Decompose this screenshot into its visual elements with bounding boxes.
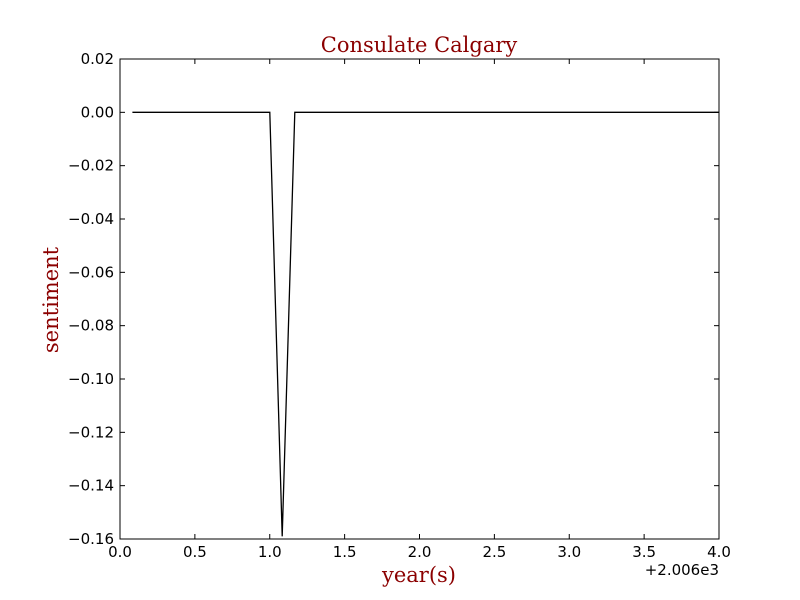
y-tick-label: 0.00 — [81, 103, 114, 121]
x-tick-label: 3.0 — [557, 543, 581, 561]
y-tick-label: −0.12 — [68, 423, 114, 441]
x-tick-label: 4.0 — [707, 543, 731, 561]
y-tick-label: 0.02 — [81, 50, 114, 68]
x-tick-label: 0.5 — [183, 543, 207, 561]
y-tick-label: −0.02 — [68, 157, 114, 175]
y-tick-label: −0.06 — [68, 263, 114, 281]
y-tick-label: −0.16 — [68, 530, 114, 548]
y-tick-label: −0.08 — [68, 317, 114, 335]
x-tick-label: 0.0 — [108, 543, 132, 561]
x-offset-label: +2.006e3 — [645, 561, 719, 579]
x-tick-label: 2.0 — [408, 543, 432, 561]
x-tick-label: 3.5 — [632, 543, 656, 561]
x-axis-label: year(s) — [381, 563, 456, 587]
x-tick-label: 1.5 — [333, 543, 357, 561]
chart-title: Consulate Calgary — [321, 33, 518, 57]
plot-frame — [119, 58, 720, 540]
x-tick-label: 1.0 — [258, 543, 282, 561]
y-tick-label: −0.10 — [68, 370, 114, 388]
series-line — [132, 111, 719, 537]
ticks-layer: 0.0 0.5 1.0 1.5 2.0 2.5 3.0 3.5 4.0 0.02 0.00 −0.02… — [68, 50, 731, 561]
x-tick-label: 2.5 — [482, 543, 506, 561]
y-axis-label: sentiment — [39, 246, 63, 353]
y-tick-label: −0.14 — [68, 477, 114, 495]
series-layer — [132, 111, 719, 537]
y-tick-label: −0.04 — [68, 210, 114, 228]
